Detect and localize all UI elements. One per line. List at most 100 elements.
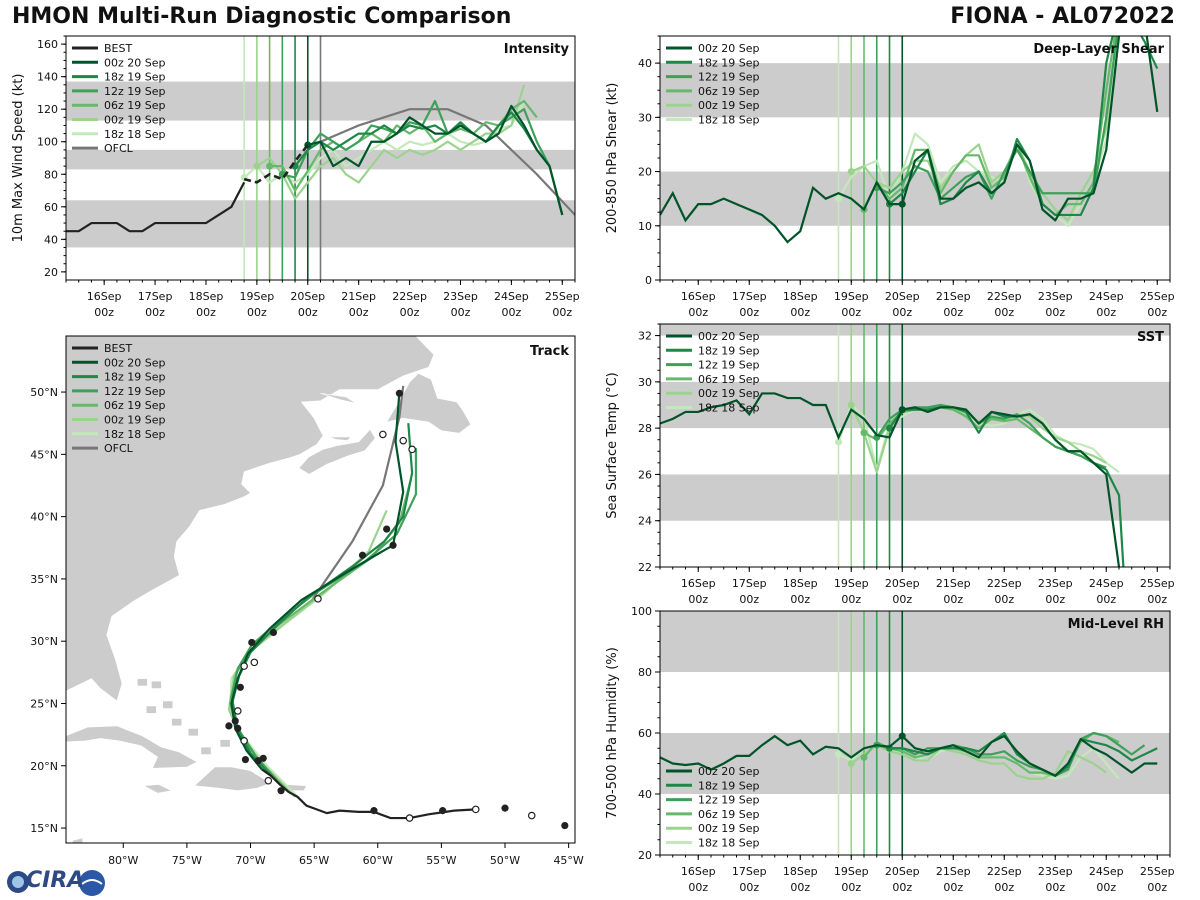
- track-title: Track: [530, 344, 569, 359]
- track-xtick-label: 75°W: [172, 854, 202, 867]
- track-best-open-dot: [471, 805, 480, 814]
- rh-xtick-label: 00z: [1045, 881, 1065, 894]
- rh-band-1: [660, 611, 1170, 672]
- track-best-dot: [439, 807, 447, 815]
- shear-title: Deep-Layer Shear: [1033, 42, 1164, 57]
- sst-xtick-label: 25Sep: [1140, 577, 1175, 590]
- intensity-xtick-label: 00z: [145, 306, 165, 319]
- intensity-start-point-00z-19-sep: [253, 162, 261, 170]
- shear-xtick-label: 00z: [790, 306, 810, 319]
- sst-xtick-label: 24Sep: [1089, 577, 1124, 590]
- sst-plot-area: [660, 324, 1170, 567]
- rh-xtick-label: 19Sep: [834, 865, 869, 878]
- sst-xtick-label: 00z: [1147, 593, 1167, 606]
- land-pei: [322, 434, 352, 441]
- sst-start-point-18z-18-sep: [835, 438, 842, 446]
- intensity-ytick-label: 120: [37, 103, 58, 116]
- intensity-xtick-label: 00z: [349, 306, 369, 319]
- intensity-ytick-label: 40: [44, 233, 58, 246]
- intensity-legend-entry: BEST: [104, 42, 132, 55]
- sst-series-00z-20-sep: [902, 406, 1121, 567]
- rh-xtick-label: 21Sep: [936, 865, 971, 878]
- sst-start-point-06z-19-sep: [860, 429, 868, 437]
- track-plot-area: [66, 336, 569, 843]
- rh-xtick-label: 25Sep: [1140, 865, 1175, 878]
- rh-xtick-label: 00z: [943, 881, 963, 894]
- chart-track: 80°W 75°W 70°W 65°W 60°W 55°W 50°W 45°W 15°N 20°N…: [30, 335, 584, 867]
- intensity-xtick-label: 25Sep: [545, 290, 580, 303]
- rh-ytick-label: 100: [631, 605, 652, 618]
- rh-xtick-label: 00z: [739, 881, 759, 894]
- intensity-xtick-label: 22Sep: [392, 290, 427, 303]
- shear-start-point-18z-18-sep: [835, 195, 842, 203]
- track-ytick-label: 30°N: [30, 635, 58, 648]
- sst-ylabel: Sea Surface Temp (°C): [605, 372, 620, 519]
- sst-title: SST: [1137, 330, 1164, 345]
- land-hispaniola: [193, 766, 272, 792]
- track-legend-entry: 00z 19 Sep: [104, 414, 166, 427]
- track-best-dot: [370, 807, 378, 815]
- rh-xtick-label: 00z: [1096, 881, 1116, 894]
- shear-series-00z-20-sep: [901, 36, 1159, 222]
- track-best-line: [261, 768, 476, 820]
- intensity-ytick-label: 60: [44, 201, 58, 214]
- sst-band-1: [660, 381, 1170, 429]
- rh-xtick-label: 24Sep: [1089, 865, 1124, 878]
- track-ytick-label: 35°N: [30, 573, 58, 586]
- shear-band-1: [660, 63, 1170, 118]
- shear-ylabel: 200-850 hPa Shear (kt): [605, 83, 620, 234]
- intensity-xtick-label: 18Sep: [189, 290, 224, 303]
- rh-legend-entry: 18z 19 Sep: [698, 779, 760, 792]
- shear-xtick-label: 00z: [841, 306, 861, 319]
- sst-xtick-label: 17Sep: [732, 577, 767, 590]
- sst-xtick-label: 18Sep: [783, 577, 818, 590]
- track-ytick-label: 25°N: [30, 697, 58, 710]
- shear-xtick-label: 25Sep: [1140, 290, 1175, 303]
- track-best-open-dot: [405, 814, 414, 822]
- intensity-xtick-label: 00z: [400, 306, 420, 319]
- sst-legend-entry: 00z 19 Sep: [698, 387, 760, 400]
- intensity-xtick-label: 20Sep: [290, 290, 325, 303]
- land-bahamas-4: [171, 718, 183, 727]
- shear-xtick-label: 00z: [1096, 306, 1116, 319]
- track-best-open-dot: [233, 707, 242, 715]
- rh-ytick-label: 60: [638, 727, 652, 740]
- track-future-open-dot: [527, 811, 536, 820]
- track-frame: [65, 335, 576, 844]
- sst-band-2: [660, 324, 1170, 336]
- sst-xtick-label: 00z: [892, 593, 912, 606]
- shear-legend-entry: 12z 19 Sep: [698, 71, 760, 84]
- land-newfoundland: [386, 373, 472, 434]
- track-series-12z-19-sep: [230, 448, 418, 786]
- intensity-xtick-label: 00z: [501, 306, 521, 319]
- rh-xtick-label: 22Sep: [987, 865, 1022, 878]
- intensity-legend-entry: 00z 19 Sep: [104, 114, 166, 127]
- shear-best-line: [660, 180, 903, 244]
- land-bahamas-1: [162, 700, 174, 709]
- track-legend-entry: 06z 19 Sep: [104, 399, 166, 412]
- sst-xtick-label: 20Sep: [885, 577, 920, 590]
- shear-xtick-label: 00z: [1147, 306, 1167, 319]
- intensity-ytick-label: 20: [44, 266, 58, 279]
- shear-ytick-label: 30: [638, 111, 652, 124]
- rh-title: Mid-Level RH: [1068, 617, 1164, 632]
- rh-plot-area: [660, 611, 1170, 855]
- sst-ytick-label: 26: [638, 468, 652, 481]
- rh-ytick-label: 80: [638, 666, 652, 679]
- track-xtick-label: 45°W: [553, 854, 583, 867]
- rh-best-line: [660, 734, 903, 771]
- sst-ytick-label: 22: [638, 561, 652, 574]
- track-legend-entry: OFCL: [104, 442, 134, 455]
- sst-legend-entry: 18z 18 Sep: [698, 402, 760, 415]
- track-legend-entry: 18z 18 Sep: [104, 428, 166, 441]
- rh-xtick-label: 00z: [1147, 881, 1167, 894]
- chart-sst: 22 24 26 28 30 32 16Sep 00z 17Sep 00z 18Sep 00z 19Se…: [605, 323, 1175, 606]
- track-legend-entry: 18z 19 Sep: [104, 371, 166, 384]
- rh-series-12z-19-sep: [876, 731, 1146, 777]
- shear-series-06z-19-sep: [863, 36, 1116, 217]
- shear-start-point-00z-19-sep: [847, 168, 855, 176]
- rh-xtick-label: 00z: [688, 881, 708, 894]
- intensity-ytick-label: 100: [37, 136, 58, 149]
